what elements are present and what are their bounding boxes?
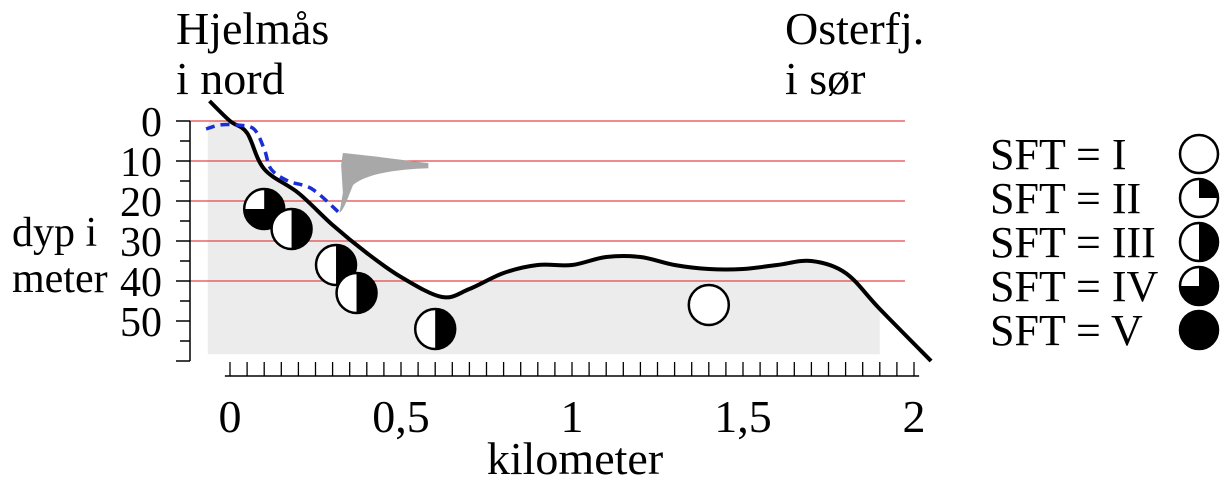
symbol-fill [1180, 267, 1218, 305]
x-tick-label: 0 [219, 391, 242, 442]
legend-label: SFT = II [990, 174, 1141, 223]
legend-symbol-II [1178, 177, 1220, 219]
reference-depth-lines [190, 120, 905, 282]
y-tick-label: 30 [120, 220, 162, 266]
profile-lines [205, 99, 933, 363]
sample-symbol-5 [413, 307, 457, 351]
legend-label: SFT = I [990, 130, 1127, 179]
y-tick-label: 10 [120, 140, 162, 186]
legend-symbol-I [1178, 133, 1220, 175]
y-tick-label: 20 [120, 180, 162, 226]
south-label-line1: Osterfj. [785, 3, 924, 54]
symbol-outline [687, 283, 731, 327]
bottom-profile-line [208, 99, 933, 363]
symbol-fill [356, 273, 377, 313]
symbol-fill [435, 309, 456, 349]
legend-symbol-V [1178, 309, 1220, 351]
symbol-fill [1180, 311, 1218, 349]
symbol-outline [314, 243, 358, 287]
legend-label: SFT = III [990, 218, 1156, 267]
dashed-profile-line [205, 122, 341, 215]
south-label-line2: i sør [785, 53, 866, 104]
sample-symbol-4 [335, 271, 378, 315]
symbol-outline [1178, 221, 1220, 263]
legend-symbol-III [1178, 221, 1220, 263]
legend-label: SFT = V [990, 306, 1143, 355]
x-axis: 0 0,5 1 1,5 2 [219, 362, 926, 442]
y-axis-title-line1: dyp i [12, 210, 97, 256]
symbol-outline [335, 271, 378, 315]
y-tick-label: 50 [120, 300, 162, 346]
symbol-outline [1178, 309, 1220, 351]
x-axis-title: kilometer [487, 433, 663, 483]
north-label-line1: Hjelmås [176, 3, 329, 54]
symbol-outline [1178, 177, 1220, 219]
symbol-background [1180, 135, 1218, 173]
symbol-fill [291, 209, 312, 249]
symbol-background [688, 285, 729, 325]
sample-symbol-2 [270, 207, 313, 251]
legend-symbol-IV [1178, 265, 1220, 307]
y-tick-label: 0 [141, 100, 162, 146]
symbol-outline [413, 307, 457, 351]
symbol-outline [242, 187, 286, 231]
symbol-outline [270, 207, 313, 251]
y-tick-label: 40 [120, 260, 162, 306]
y-axis-title-line2: meter [12, 256, 108, 302]
legend-label: SFT = IV [990, 262, 1158, 311]
north-label-line2: i nord [176, 53, 285, 104]
symbol-outline [1178, 265, 1220, 307]
x-tick-label: 1,5 [714, 391, 772, 442]
x-tick-label: 1 [561, 391, 584, 442]
sample-symbol-6 [687, 283, 731, 327]
outlet-plume [339, 153, 429, 213]
symbol-outline [1178, 133, 1220, 175]
x-tick-label: 0,5 [372, 391, 430, 442]
x-tick-label: 2 [903, 391, 926, 442]
sediment-samples [242, 187, 731, 351]
plume-shape [339, 153, 429, 213]
symbol-fill [1199, 223, 1218, 261]
symbol-fill [1199, 179, 1218, 198]
